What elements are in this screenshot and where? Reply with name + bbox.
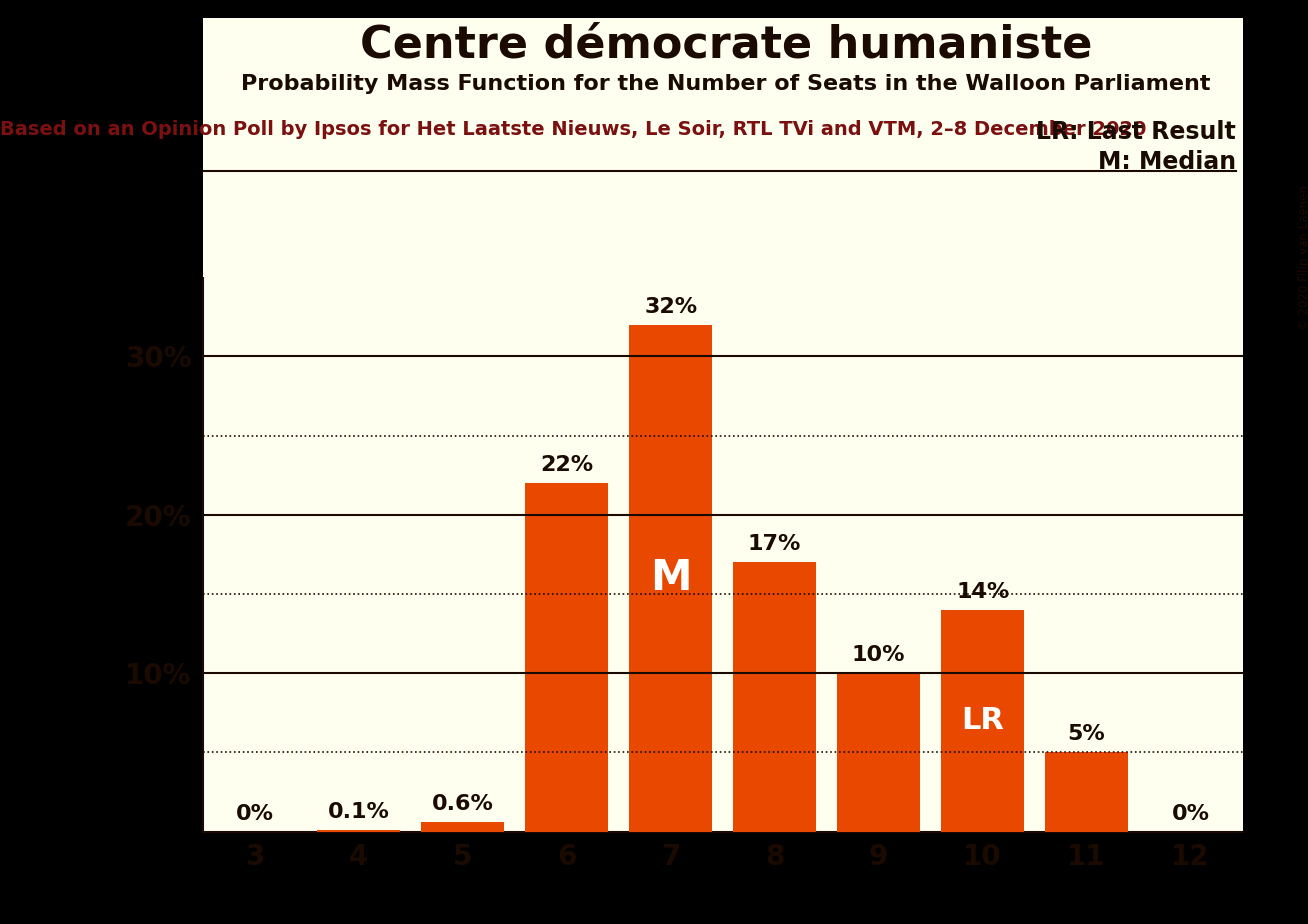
Text: 0%: 0% [235, 804, 273, 823]
Text: 5%: 5% [1067, 724, 1105, 745]
Text: 10%: 10% [852, 645, 905, 665]
Text: 0.6%: 0.6% [432, 794, 493, 814]
Text: © 2020 Filip van Laenen: © 2020 Filip van Laenen [1299, 185, 1308, 330]
Bar [525, 483, 608, 832]
Text: M: M [650, 557, 692, 599]
Text: 0%: 0% [1172, 804, 1210, 823]
Bar [317, 830, 400, 832]
Text: Centre démocrate humaniste: Centre démocrate humaniste [360, 23, 1092, 67]
Text: Based on an Opinion Poll by Ipsos for Het Laatste Nieuws, Le Soir, RTL TVi and V: Based on an Opinion Poll by Ipsos for He… [0, 120, 1146, 140]
Text: M: Median: M: Median [1097, 150, 1236, 174]
Text: LR: LR [961, 706, 1005, 736]
Text: 0.1%: 0.1% [328, 802, 390, 822]
Text: 22%: 22% [540, 456, 594, 475]
Text: LR: Last Result: LR: Last Result [1036, 120, 1236, 144]
Text: 32%: 32% [644, 297, 697, 317]
Bar [629, 324, 713, 832]
Bar [837, 674, 921, 832]
Text: Probability Mass Function for the Number of Seats in the Walloon Parliament: Probability Mass Function for the Number… [241, 74, 1211, 94]
Bar [940, 610, 1024, 832]
Bar [732, 563, 816, 832]
Text: 17%: 17% [748, 534, 802, 554]
Text: 14%: 14% [956, 582, 1010, 602]
Bar [421, 822, 505, 832]
Bar [1045, 752, 1129, 832]
